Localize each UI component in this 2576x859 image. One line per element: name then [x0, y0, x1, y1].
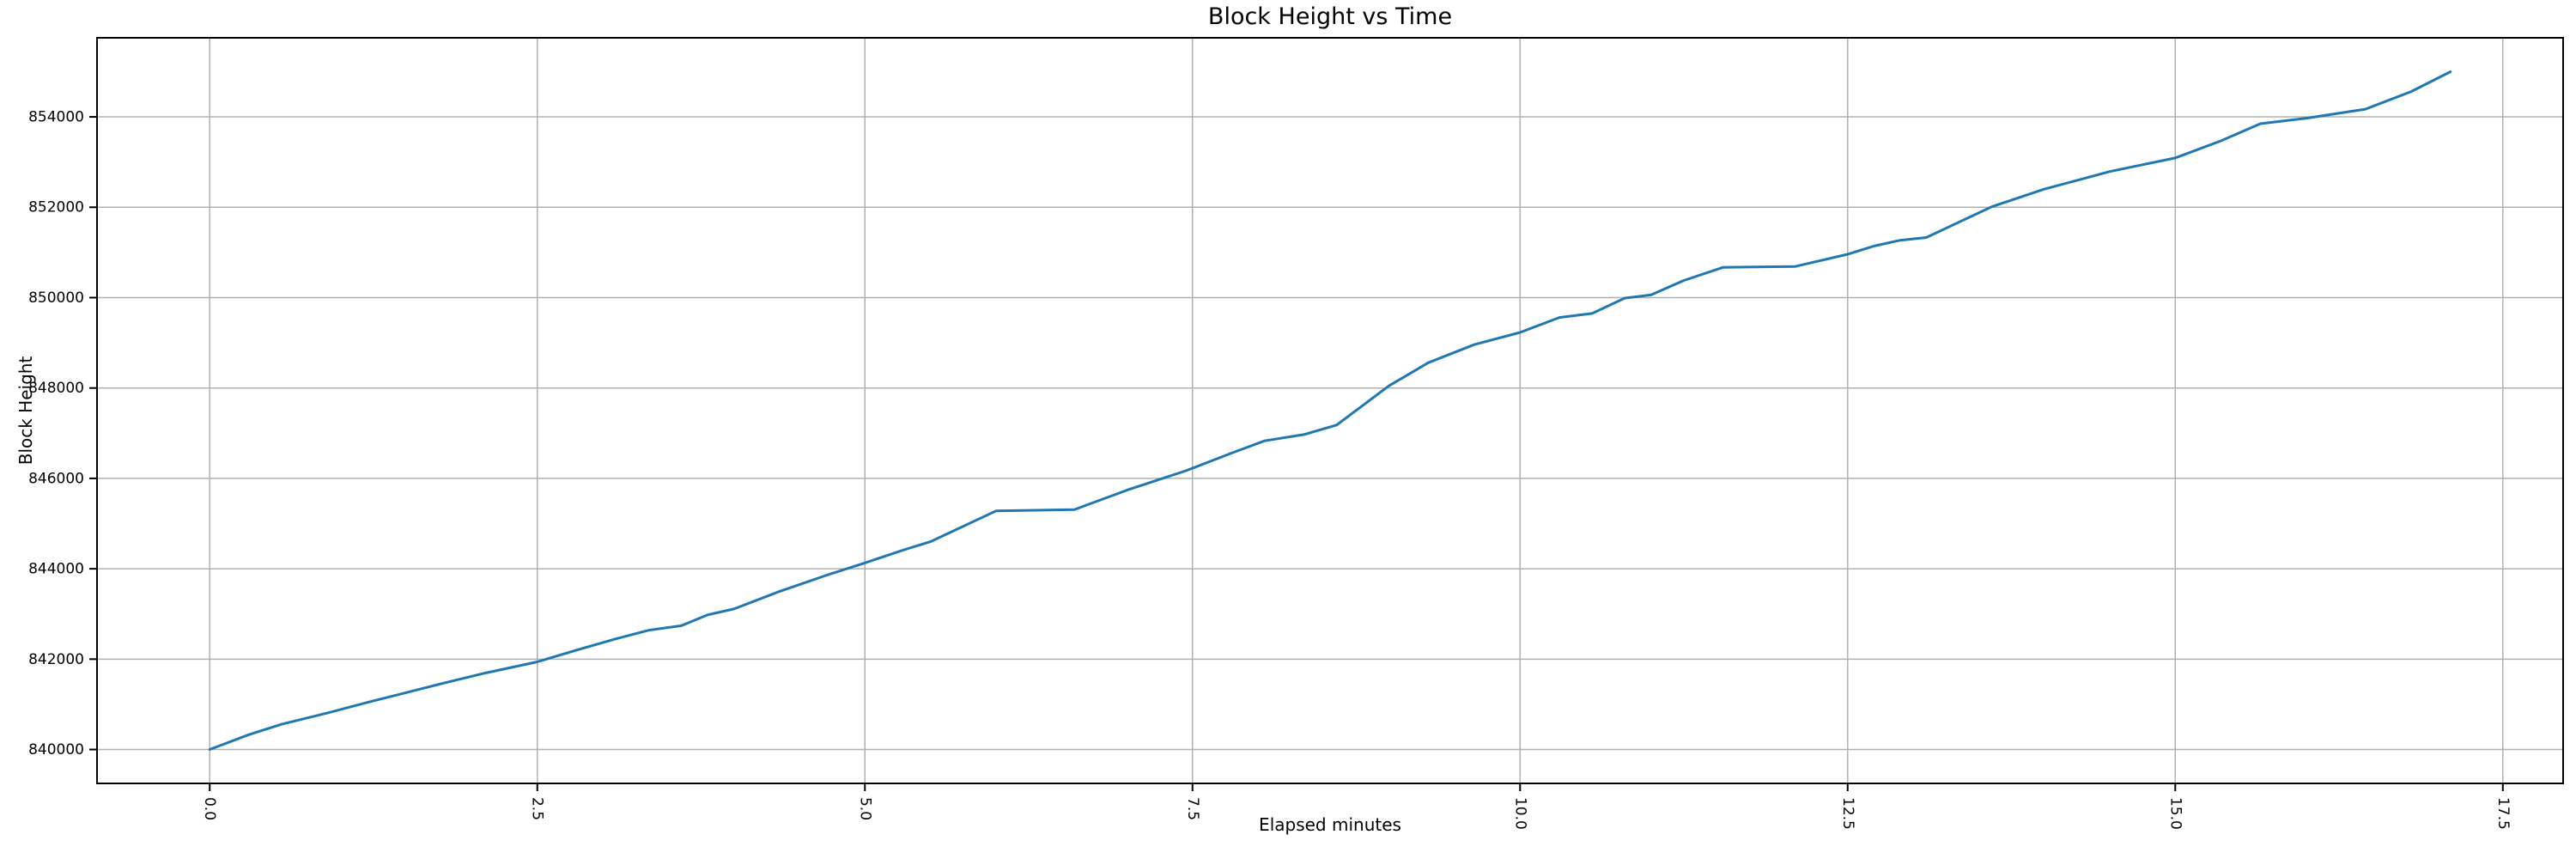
x-tick-label: 10.0 — [1511, 797, 1528, 830]
x-tick-label: 15.0 — [2166, 797, 2184, 830]
x-tick-label: 12.5 — [1839, 797, 1856, 830]
plot-border — [96, 37, 2564, 784]
y-tick-label: 842000 — [28, 651, 84, 668]
x-tick-label: 17.5 — [2494, 797, 2512, 830]
chart-title: Block Height vs Time — [1207, 3, 1453, 30]
data-line — [208, 70, 2452, 751]
y-tick-label: 844000 — [28, 561, 84, 578]
y-tick-label: 846000 — [28, 470, 84, 487]
y-tick-label: 854000 — [28, 109, 84, 126]
x-tick-label: 5.0 — [856, 797, 873, 820]
y-tick-label: 848000 — [28, 380, 84, 397]
x-tick-label: 2.5 — [529, 797, 546, 820]
x-tick-label: 0.0 — [201, 797, 218, 820]
y-tick-label: 850000 — [28, 289, 84, 307]
x-axis-label: Elapsed minutes — [1259, 814, 1401, 835]
y-tick-label: 852000 — [28, 199, 84, 216]
y-tick-label: 840000 — [28, 741, 84, 758]
x-tick-label: 7.5 — [1184, 797, 1201, 820]
